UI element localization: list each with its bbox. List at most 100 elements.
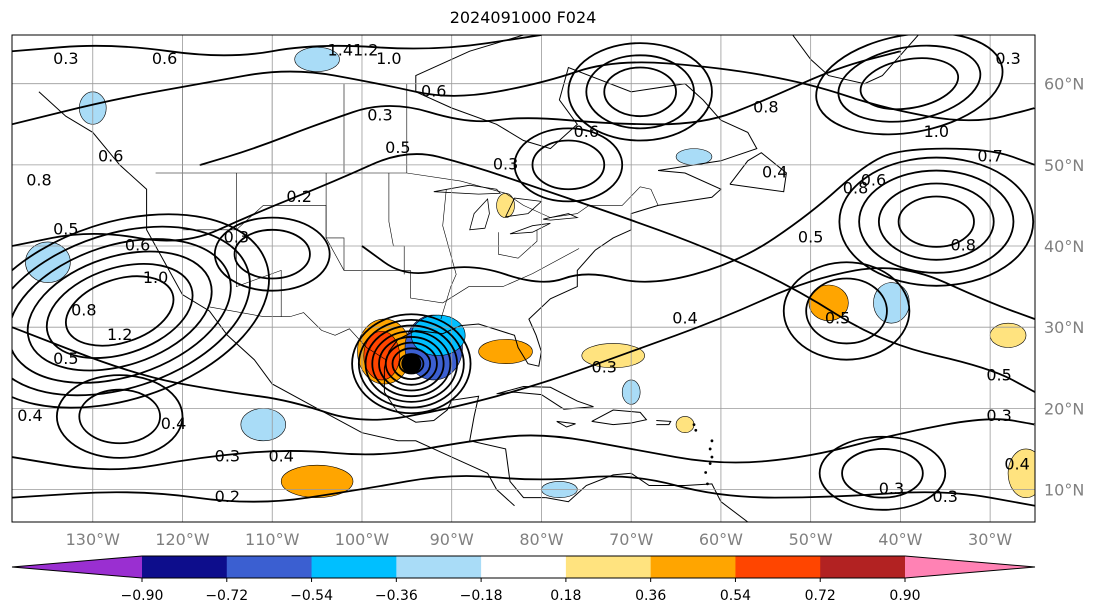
contour-line [371,330,452,398]
political-border [236,173,282,317]
contour-label: 0.3 [986,406,1011,425]
contour-label: 0.8 [753,98,778,117]
plot-frame [11,34,1036,523]
colorbar-segment [142,556,228,578]
contour-line [585,54,695,130]
colorbar-segment [735,556,821,578]
contour-label: 0.3 [367,106,392,125]
longitude-labels: 130°W 120°W 110°W 100°W 90°W 80°W 70°W 60°W 50°W… [66,530,1013,549]
contour-label: 0.3 [493,154,518,173]
contour-line [805,277,888,345]
contour-label: 1.0 [924,122,949,141]
latitude-labels: 10°N 20°N 30°N 40°N 50°N 60°N [1044,75,1084,500]
lake-outline [543,213,579,221]
contour-label: 0.3 [215,447,240,466]
latitude-label: 20°N [1044,399,1084,418]
contour-label: 0.5 [53,349,78,368]
contour-line [858,169,1015,274]
contour-line [12,418,1035,471]
island [708,462,712,465]
contour-label: 1.0 [376,49,401,68]
colorbar-segment [481,556,567,578]
contour-line [837,44,982,123]
contour-line [513,127,624,203]
longitude-label: 110°W [245,530,300,549]
contour-line [818,435,947,511]
contour-label: 0.8 [71,300,96,319]
latitude-label: 60°N [1044,75,1084,94]
political-border [440,189,457,320]
coastline [792,35,919,85]
contour-line [199,50,902,166]
contour-line [12,61,1035,126]
colorbar-tick-label: 0.72 [805,588,836,604]
shaded-region [675,416,695,434]
colorbar-tick-label: −0.90 [121,588,164,604]
colorbar-segment [650,556,736,578]
contour-line [384,341,438,386]
colorbar-tick-label: −0.54 [290,588,333,604]
contour-label: 0.8 [26,171,51,190]
contour-label: 0.4 [161,414,186,433]
contour-label: 0.6 [152,49,177,68]
longitude-label: 120°W [155,530,210,549]
contour-line [26,250,213,372]
coastline [591,409,648,426]
contour-line [233,228,311,280]
shaded-region [496,192,515,218]
contour-line [361,147,1035,283]
shaded-region [478,339,533,365]
contour-label: 0.4 [268,447,293,466]
shaded-region [240,408,286,442]
longitude-label: 100°W [335,530,390,549]
contour-line [12,225,251,397]
contour-line [391,347,432,381]
contour-line [55,374,184,459]
coastline [556,420,576,428]
coastline [496,385,594,410]
shaded-region [873,282,910,324]
contour-label: 0.7 [977,146,1002,165]
longitude-label: 50°W [789,530,833,549]
shaded-region [989,322,1027,348]
coastlines-borders [38,35,919,522]
contour-line [351,313,472,415]
contour-line [12,35,542,57]
contour-label: 0.8 [950,236,975,255]
colorbar-segment [565,556,652,578]
contour-label: 0.4 [17,406,42,425]
lake-outline [433,184,502,195]
contour-label: 0.2 [215,487,240,506]
colorbar-tick-label: 0.18 [550,588,581,604]
contour-label: 0.3 [53,49,78,68]
colorbar-tick-label: 0.90 [889,588,920,604]
shaded-region [808,284,849,322]
island [706,482,709,486]
storm-center-marker [401,353,422,374]
contour-label: 0.5 [385,138,410,157]
colorbar-extend-max [905,556,1035,578]
contour-label: 0.3 [224,227,249,246]
contour-label: 0.5 [825,309,850,328]
contour-line [357,318,465,409]
colorbar-segment [226,556,313,578]
contour-line [213,216,331,292]
island [694,428,698,432]
longitude-label: 130°W [66,530,121,549]
contour-line [838,156,1035,287]
contour-line [12,267,1035,421]
colorbar-tick-label: −0.72 [205,588,248,604]
contour-label: 0.6 [125,236,150,255]
longitude-label: 30°W [968,530,1012,549]
colorbar-segment [396,556,482,578]
shaded-region [581,343,645,369]
contour-label: 1.0 [143,268,168,287]
contour-label: 0.3 [592,357,617,376]
colorbar-tick-label: 0.36 [635,588,666,604]
latitude-label: 50°N [1044,156,1084,175]
contour-label: 0.6 [574,122,599,141]
contour-line [78,388,161,445]
island [704,471,708,474]
contour-line [603,66,677,118]
